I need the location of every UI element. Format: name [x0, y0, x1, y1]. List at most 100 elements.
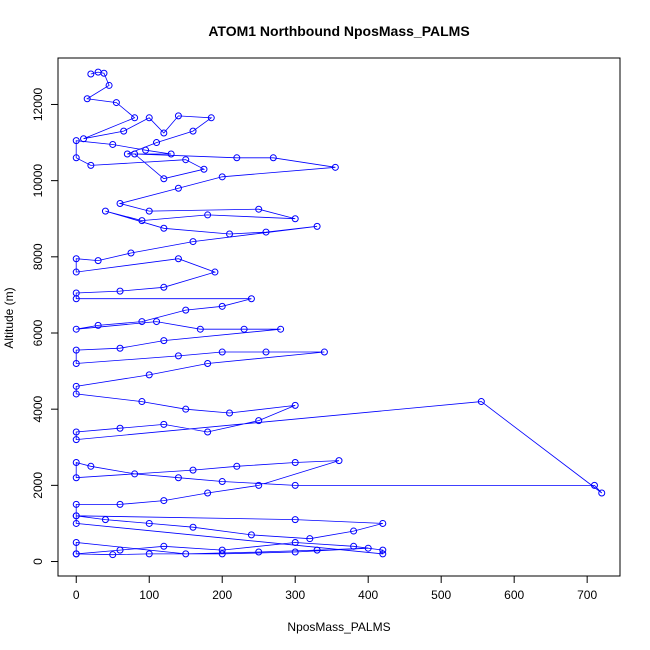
data-point — [145, 371, 153, 379]
data-point — [138, 217, 146, 225]
data-point — [80, 135, 88, 143]
data-point — [145, 519, 153, 527]
data-point — [116, 546, 124, 554]
data-point — [350, 527, 358, 535]
data-point — [218, 546, 226, 554]
data-point — [189, 127, 197, 135]
data-point — [131, 150, 139, 158]
data-point — [138, 318, 146, 326]
x-tick-label: 700 — [577, 588, 597, 602]
data-point — [160, 175, 168, 183]
data-point — [131, 470, 139, 478]
data-point — [218, 302, 226, 310]
data-point — [109, 551, 117, 559]
data-point — [182, 156, 190, 164]
data-point — [116, 424, 124, 432]
data-point — [313, 222, 321, 230]
data-point — [100, 69, 108, 77]
data-point — [116, 287, 124, 295]
data-point — [72, 390, 80, 398]
data-point — [94, 257, 102, 265]
x-tick-label: 100 — [139, 588, 159, 602]
data-point — [255, 548, 263, 556]
data-point — [174, 474, 182, 482]
data-point — [72, 382, 80, 390]
series-lines — [75, 71, 603, 556]
data-point — [335, 457, 343, 465]
data-point — [233, 154, 241, 162]
data-point — [291, 516, 299, 524]
data-point — [204, 489, 212, 497]
data-point — [291, 548, 299, 556]
y-tick-label: 2000 — [31, 472, 45, 499]
data-point — [72, 519, 80, 527]
data-point — [218, 173, 226, 181]
data-point — [72, 268, 80, 276]
data-point — [255, 481, 263, 489]
data-point — [189, 466, 197, 474]
y-tick-label: 6000 — [31, 319, 45, 346]
data-point — [477, 398, 485, 406]
data-point — [174, 352, 182, 360]
data-point — [123, 150, 131, 158]
data-point — [291, 481, 299, 489]
data-point — [101, 516, 109, 524]
data-point — [160, 420, 168, 428]
data-point — [174, 184, 182, 192]
data-point — [306, 535, 314, 543]
data-point — [131, 114, 139, 122]
data-point — [127, 249, 135, 257]
data-point — [72, 359, 80, 367]
x-axis: 0 100 200 300 400 500 600 700 — [73, 575, 597, 602]
data-point — [364, 544, 372, 552]
data-point — [101, 207, 109, 215]
data-point — [72, 512, 80, 520]
data-point — [116, 500, 124, 508]
data-point — [204, 359, 212, 367]
series-line — [75, 71, 603, 556]
data-point — [379, 550, 387, 558]
data-point — [590, 481, 598, 489]
data-point — [207, 114, 215, 122]
data-point — [174, 112, 182, 120]
data-point — [160, 129, 168, 137]
y-axis: 0 2000 4000 6000 8000 10000 12000 — [31, 87, 59, 565]
data-point — [153, 318, 161, 326]
data-point — [182, 405, 190, 413]
data-point — [211, 268, 219, 276]
data-point — [72, 436, 80, 444]
data-point — [291, 538, 299, 546]
data-point — [204, 211, 212, 219]
data-point — [598, 489, 606, 497]
data-point — [105, 81, 113, 89]
data-point — [145, 114, 153, 122]
x-axis-label: NposMass_PALMS — [287, 620, 390, 634]
x-tick-label: 200 — [212, 588, 232, 602]
data-point — [72, 474, 80, 482]
data-point — [160, 337, 168, 345]
data-point — [72, 550, 80, 558]
x-tick-label: 600 — [504, 588, 524, 602]
data-point — [87, 161, 95, 169]
data-point — [379, 546, 387, 554]
data-point — [196, 325, 204, 333]
y-tick-label: 4000 — [31, 396, 45, 423]
data-point — [72, 428, 80, 436]
data-point — [109, 140, 117, 148]
data-point — [262, 348, 270, 356]
data-point — [379, 519, 387, 527]
data-point — [72, 325, 80, 333]
data-point — [262, 228, 270, 236]
y-tick-label: 10000 — [31, 164, 45, 198]
data-point — [153, 139, 161, 147]
data-point — [160, 224, 168, 232]
data-point — [200, 165, 208, 173]
data-point — [72, 538, 80, 546]
data-point — [233, 462, 241, 470]
data-point — [72, 137, 80, 145]
data-point — [72, 154, 80, 162]
data-point — [182, 550, 190, 558]
x-tick-label: 500 — [431, 588, 451, 602]
